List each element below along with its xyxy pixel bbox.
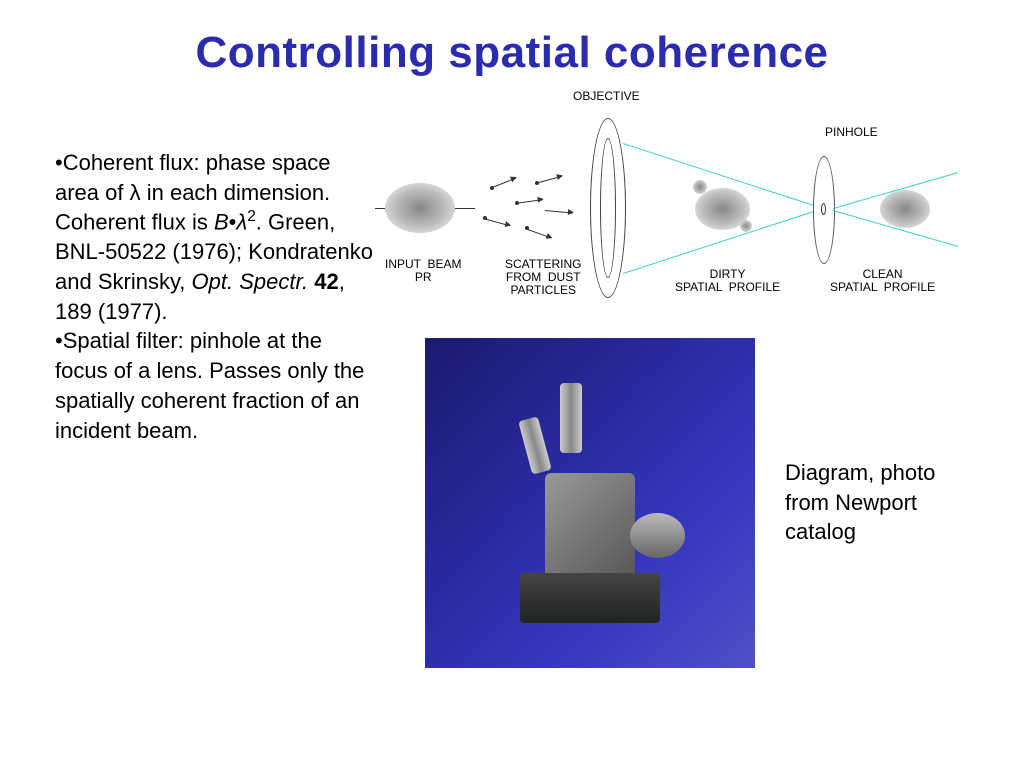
input-beam-blob <box>385 183 455 233</box>
scatter-arrow <box>483 218 510 226</box>
scatter-arrow <box>490 178 516 189</box>
scatter-arrow <box>545 210 573 213</box>
device-base <box>520 573 660 623</box>
label-pinhole: PINHOLE <box>825 126 878 139</box>
figure-column: OBJECTIVE PINHOLE INPUT BEAM PR SCATTERI… <box>395 108 984 445</box>
page-title: Controlling spatial coherence <box>0 0 1024 78</box>
formula-B: B <box>214 210 229 235</box>
dirty-bump <box>693 180 707 194</box>
scatter-arrow <box>515 199 543 204</box>
content-area: •Coherent flux: phase space area of λ in… <box>0 78 1024 445</box>
pinhole-aperture <box>821 203 826 215</box>
label-clean-profile: CLEAN SPATIAL PROFILE <box>830 268 935 294</box>
label-input-beam: INPUT BEAM PR <box>385 258 461 284</box>
bullet-1: •Coherent flux: phase space area of λ in… <box>55 148 375 326</box>
newport-photo <box>425 338 755 668</box>
figure-caption: Diagram, photo from Newport catalog <box>785 458 955 547</box>
label-objective: OBJECTIVE <box>573 90 640 103</box>
scatter-arrow <box>535 176 562 184</box>
formula-lambda: λ <box>236 210 247 235</box>
spatial-filter-device <box>500 383 680 623</box>
device-barrel <box>630 513 685 558</box>
scatter-arrow <box>525 228 552 239</box>
bullet1-italic: Opt. Spectr. <box>192 269 309 294</box>
clean-profile-blob <box>880 190 930 228</box>
bullet2-text: Spatial filter: pinhole at the focus of … <box>55 328 364 442</box>
bullet-2: •Spatial filter: pinhole at the focus of… <box>55 326 375 445</box>
text-column: •Coherent flux: phase space area of λ in… <box>55 108 375 445</box>
bullet1-bold: 42 <box>314 269 338 294</box>
formula-exp: 2 <box>247 208 256 225</box>
label-dirty-profile: DIRTY SPATIAL PROFILE <box>675 268 780 294</box>
micrometer-knob-side <box>518 416 552 474</box>
dirty-bump <box>740 220 752 232</box>
micrometer-knob-top <box>560 383 582 453</box>
bullet-dot: • <box>55 328 63 353</box>
optical-diagram: OBJECTIVE PINHOLE INPUT BEAM PR SCATTERI… <box>395 108 955 318</box>
bullet-dot: • <box>55 150 63 175</box>
device-body <box>545 473 635 583</box>
objective-lens-inner <box>600 138 616 278</box>
label-scattering: SCATTERING FROM DUST PARTICLES <box>505 258 581 298</box>
